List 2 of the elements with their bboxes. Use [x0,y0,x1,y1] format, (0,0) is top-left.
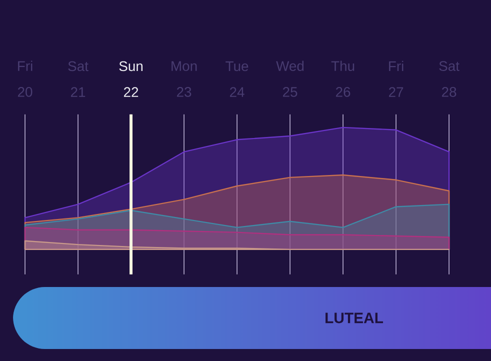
text: LUTEAL [326,312,384,324]
x-tick-label: Sun 22 [119,61,143,97]
